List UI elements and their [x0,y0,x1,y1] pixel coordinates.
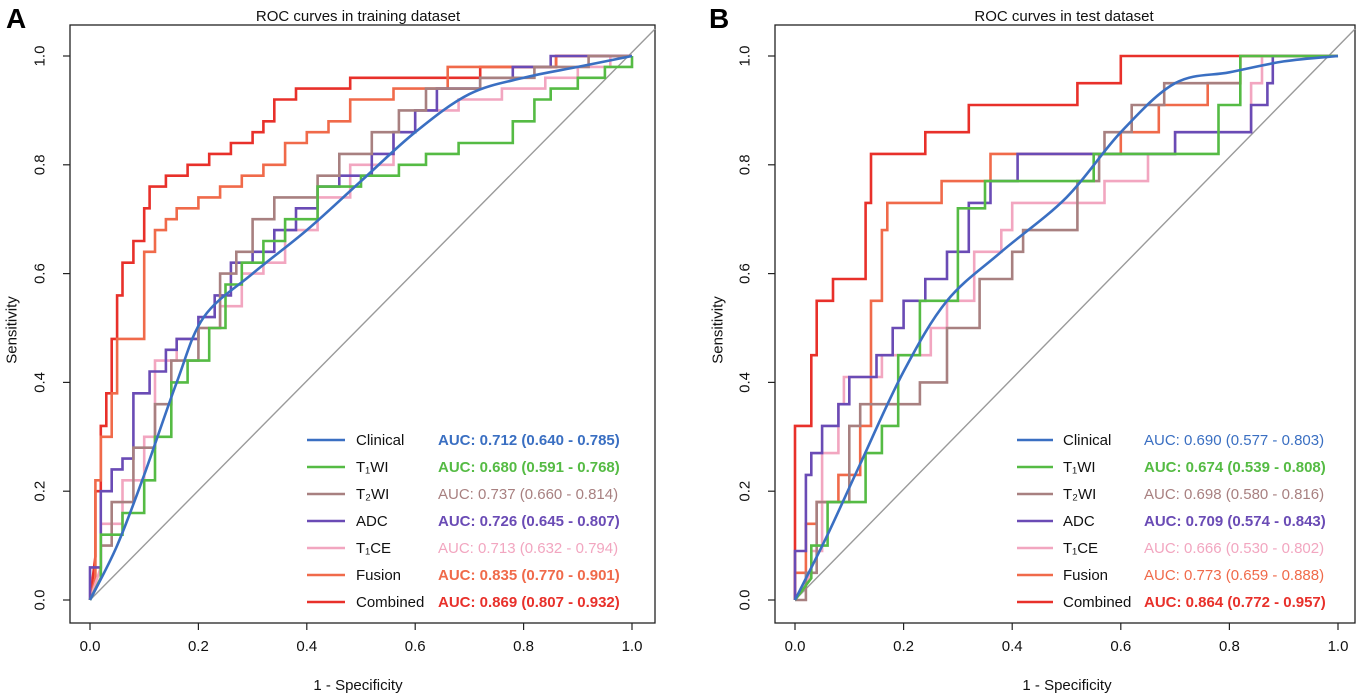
x-tick-label: 0.2 [893,638,914,655]
x-tick-label: 0.8 [1219,638,1240,655]
y-tick-label: 0.2 [737,481,754,502]
legend-auc-fusion: AUC: 0.773 (0.659 - 0.888) [1144,567,1324,584]
x-tick-label: 0.8 [513,638,534,655]
roc-curve-fusion [88,54,632,601]
y-tick-label: 0.8 [32,154,49,175]
legend-auc-tce: AUC: 0.713 (0.632 - 0.794) [438,540,618,557]
legend-label-clinical: Clinical [1063,432,1111,449]
legend-label-twi: T₁WI [1063,459,1096,476]
x-tick-label: 1.0 [1328,638,1349,655]
panel-letter: A [6,3,26,34]
legend-label-tce: T₁CE [356,540,391,557]
chart-title: ROC curves in test dataset [974,8,1154,25]
reference-diagonal [89,28,656,601]
reference-diagonal [794,28,1356,601]
y-tick-label: 0.0 [32,590,49,611]
x-tick-label: 0.4 [1002,638,1023,655]
legend-auc-combined: AUC: 0.869 (0.807 - 0.932) [438,594,620,611]
legend-auc-clinical: AUC: 0.712 (0.640 - 0.785) [438,432,620,449]
plot-frame [69,24,656,624]
x-axis-label: 1 - Specificity [313,677,403,693]
y-tick-label: 0.4 [32,372,49,393]
roc-curve-combined [793,54,1338,600]
legend-auc-adc: AUC: 0.726 (0.645 - 0.807) [438,513,620,530]
legend-auc-clinical: AUC: 0.690 (0.577 - 0.803) [1144,432,1324,449]
x-tick-label: 0.6 [405,638,426,655]
panel-a: A ROC curves in training dataset 0.0 0.2 0.4… [4,3,656,693]
roc-curve-twi [88,54,632,601]
roc-curve-twi [793,54,1338,601]
legend-label-twi: T₁WI [356,459,389,476]
roc-curve-twi [88,56,634,601]
y-axis-label: Sensitivity [4,296,21,364]
plot-frame [774,24,1356,624]
roc-curves [88,54,634,601]
chart-title: ROC curves in training dataset [256,8,461,25]
y-tick-label: 0.2 [32,481,49,502]
legend-label-fusion: Fusion [1063,567,1108,584]
legend: Clinical AUC: 0.712 (0.640 - 0.785) T₁WI AU… [307,432,620,611]
legend-label-tce: T₁CE [1063,540,1098,557]
y-tick-label: 0.4 [737,372,754,393]
y-tick-label: 0.0 [737,590,754,611]
y-tick-label: 1.0 [32,46,49,67]
legend-auc-combined: AUC: 0.864 (0.772 - 0.957) [1144,594,1326,611]
x-tick-label: 0.6 [1110,638,1131,655]
legend: Clinical AUC: 0.690 (0.577 - 0.803) T₁WI AU… [1017,432,1326,611]
panel-b: B ROC curves in test dataset 0.0 0.2 0.4 0.6 0… [709,3,1356,693]
legend-label-clinical: Clinical [356,432,404,449]
legend-auc-twi: AUC: 0.680 (0.591 - 0.768) [438,459,620,476]
x-tick-label: 0.4 [296,638,317,655]
x-tick-label: 0.0 [80,638,101,655]
legend-label-adc: ADC [1063,513,1095,530]
legend-label-twi: T₂WI [356,486,389,503]
y-tick-label: 0.6 [32,263,49,284]
legend-label-adc: ADC [356,513,388,530]
roc-curve-clinical [88,54,633,601]
y-tick-label: 0.6 [737,263,754,284]
legend-auc-adc: AUC: 0.709 (0.574 - 0.843) [1144,513,1326,530]
roc-curve-clinical [793,54,1339,601]
panel-letter: B [709,3,729,34]
y-tick-label: 0.8 [737,154,754,175]
x-tick-label: 0.0 [785,638,806,655]
legend-auc-twi: AUC: 0.674 (0.539 - 0.808) [1144,459,1326,476]
legend-label-twi: T₂WI [1063,486,1096,503]
legend-auc-twi: AUC: 0.737 (0.660 - 0.814) [438,486,618,503]
legend-label-combined: Combined [1063,594,1131,611]
y-tick-label: 1.0 [737,46,754,67]
x-tick-label: 1.0 [622,638,643,655]
legend-label-combined: Combined [356,594,424,611]
roc-curves [793,54,1339,602]
y-axis-label: Sensitivity [710,296,727,364]
legend-auc-fusion: AUC: 0.835 (0.770 - 0.901) [438,567,620,584]
legend-auc-tce: AUC: 0.666 (0.530 - 0.802) [1144,540,1324,557]
x-tick-label: 0.2 [188,638,209,655]
x-axis-label: 1 - Specificity [1022,677,1112,693]
legend-label-fusion: Fusion [356,567,401,584]
legend-auc-twi: AUC: 0.698 (0.580 - 0.816) [1144,486,1324,503]
